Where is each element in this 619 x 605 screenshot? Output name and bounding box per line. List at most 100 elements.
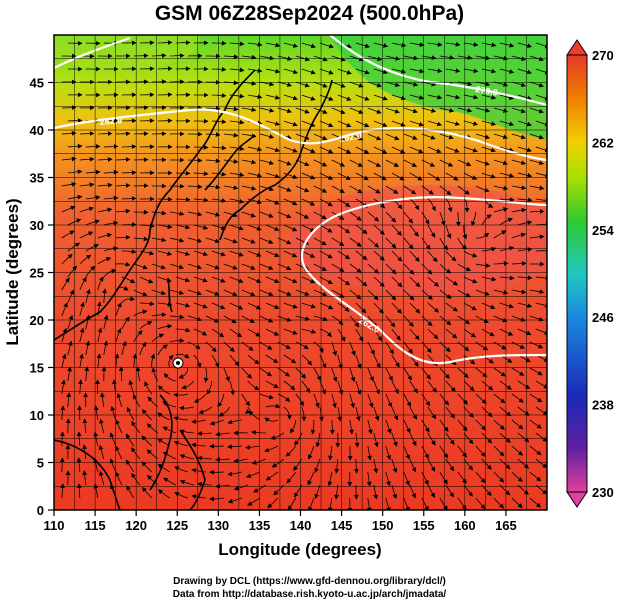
streamline-arrow	[517, 94, 532, 101]
streamline-arrow	[313, 133, 328, 141]
streamline-arrow	[391, 250, 403, 262]
streamline-arrow	[193, 250, 208, 257]
streamline-arrow	[205, 211, 221, 217]
streamline-arrow	[391, 172, 405, 181]
streamline-arrow	[271, 458, 285, 468]
streamline-arrow	[295, 289, 310, 296]
streamline-arrow	[163, 477, 176, 486]
streamline-arrow	[295, 55, 310, 62]
streamline-arrow	[403, 445, 410, 460]
streamline-arrow	[529, 209, 545, 214]
streamline-arrow	[457, 341, 470, 352]
typhoon-center-icon	[172, 357, 184, 369]
streamline-arrow	[246, 471, 260, 478]
streamline-arrow	[334, 484, 339, 500]
streamline-arrow	[517, 302, 533, 308]
streamline-arrow	[205, 105, 221, 111]
streamline-arrow	[115, 261, 131, 267]
streamline-arrow	[349, 211, 362, 221]
streamline-arrow	[517, 220, 533, 226]
x-tick-label: 160	[454, 518, 476, 533]
streamline-arrow	[535, 380, 547, 389]
streamline-arrow	[187, 341, 201, 350]
streamline-arrow	[511, 445, 524, 456]
streamline-arrow	[337, 198, 351, 207]
streamline-arrow	[193, 328, 208, 336]
streamline-arrow	[259, 315, 274, 323]
streamline-arrow	[493, 261, 509, 266]
streamline-arrow	[457, 159, 472, 167]
streamline-arrow	[463, 68, 479, 74]
streamline-arrow	[337, 406, 343, 422]
x-tick-label: 145	[331, 518, 353, 533]
streamline-arrow	[517, 42, 533, 48]
grid-lines	[53, 34, 548, 511]
streamline-arrow	[179, 454, 194, 460]
streamline-arrow	[373, 302, 384, 314]
streamline-arrow	[427, 198, 436, 212]
streamline-arrow	[403, 185, 417, 195]
streamline-arrow	[283, 354, 297, 364]
streamline-arrow	[529, 419, 542, 429]
streamline-arrow	[457, 263, 472, 272]
streamline-arrow	[499, 42, 515, 48]
streamline-arrow	[191, 419, 206, 424]
y-axis: 0 5 10 15 20 25 30 35 40 45	[30, 76, 54, 518]
streamline-arrow	[463, 458, 474, 471]
streamline-arrow	[529, 393, 543, 403]
streamline-arrow	[349, 341, 356, 356]
streamline-arrow	[517, 120, 532, 127]
streamline-arrow	[97, 131, 113, 137]
y-tick-label: 30	[30, 218, 44, 233]
contour-lines	[54, 35, 547, 365]
streamline-arrow	[121, 144, 137, 150]
streamline-arrow	[265, 146, 281, 153]
streamline-arrow	[203, 367, 209, 383]
streamline-arrow	[373, 94, 388, 101]
streamline-arrow	[385, 263, 397, 275]
streamline-arrow	[313, 185, 328, 193]
streamline-arrow	[314, 484, 321, 500]
streamline-arrow	[187, 211, 203, 217]
streamline-arrow	[126, 406, 135, 421]
streamline-arrow	[247, 276, 262, 284]
streamline-arrow	[349, 419, 354, 435]
streamline-arrow	[146, 449, 159, 460]
streamline-arrow	[229, 172, 245, 178]
streamline-arrow	[295, 315, 311, 322]
streamline-arrow	[439, 237, 448, 251]
streamline-arrow	[132, 353, 138, 369]
streamline-arrow	[205, 237, 220, 244]
streamline-arrow	[211, 198, 227, 203]
streamline-arrow	[283, 146, 298, 153]
contour-label: 262.0	[99, 115, 122, 127]
streamline-arrow	[439, 211, 446, 226]
streamline-arrow	[403, 393, 411, 407]
streamline-arrow	[223, 132, 239, 138]
streamline-arrow	[217, 393, 225, 408]
streamline-arrow	[481, 458, 492, 470]
streamline-arrow	[355, 224, 368, 235]
y-tick-label: 15	[30, 361, 44, 376]
streamline-arrow	[283, 380, 296, 391]
streamline-arrow	[493, 289, 509, 295]
streamline-arrow	[175, 224, 191, 230]
streamline-arrow	[481, 94, 497, 100]
streamline-arrow	[82, 470, 88, 486]
streamline-arrow	[295, 107, 310, 114]
streamline-arrow	[463, 198, 470, 213]
streamline-arrow	[128, 379, 135, 395]
streamline-arrow	[121, 170, 137, 176]
streamline-arrow	[385, 237, 397, 249]
streamline-arrow	[511, 341, 526, 349]
streamline-arrow	[308, 445, 315, 460]
streamline-arrow	[241, 263, 256, 270]
streamline-arrow	[337, 146, 352, 154]
streamline-arrow	[163, 372, 176, 382]
streamline-arrow	[463, 484, 473, 497]
streamline-arrow	[445, 354, 457, 366]
streamline-arrow	[283, 172, 298, 179]
streamline-arrow	[421, 55, 437, 60]
streamline-arrow	[150, 353, 155, 369]
streamline-arrow	[499, 380, 512, 390]
